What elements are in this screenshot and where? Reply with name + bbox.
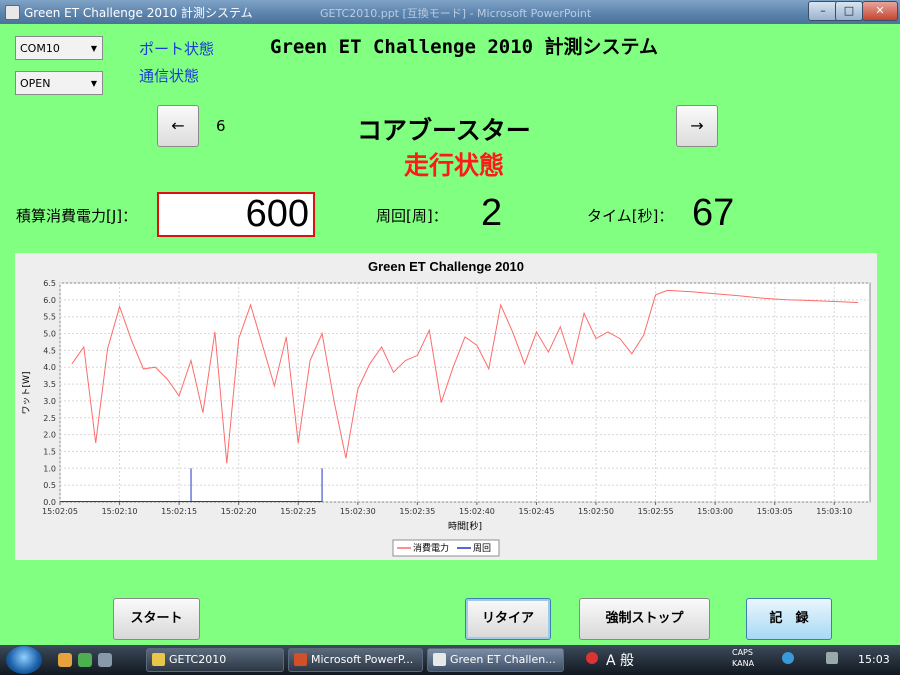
chevron-down-icon: ▼ <box>90 79 97 88</box>
run-state: 走行状態 <box>404 151 505 180</box>
app-icon[interactable] <box>78 653 92 667</box>
y-tick-label: 3.5 <box>43 380 56 389</box>
port-select-value: COM10 <box>20 42 60 55</box>
clock: 15:03 <box>858 653 890 666</box>
prev-team-button[interactable]: ← <box>157 105 199 147</box>
legend-entry: 周回 <box>473 543 491 554</box>
background-window-title: GETC2010.ppt [互換モード] - Microsoft PowerPo… <box>320 7 592 20</box>
y-tick-label: 4.0 <box>43 363 56 372</box>
x-tick-label: 15:03:05 <box>757 507 793 516</box>
y-tick-label: 1.5 <box>43 447 56 456</box>
comm-status-label: 通信状態 <box>139 67 200 85</box>
legend-box <box>392 539 500 557</box>
y-axis-label: ワット[W] <box>22 372 32 415</box>
energy-value: 600 <box>245 193 309 235</box>
next-team-button[interactable]: → <box>676 105 718 147</box>
maximize-button[interactable]: □ <box>835 1 863 21</box>
port-select[interactable]: COM10 ▼ <box>15 36 103 60</box>
y-tick-label: 5.5 <box>43 313 56 322</box>
laps-label: 周回[周]： <box>376 207 448 225</box>
comm-select-value: OPEN <box>20 77 51 90</box>
x-tick-label: 15:02:35 <box>399 507 435 516</box>
task-label: Green ET Challen... <box>450 653 556 666</box>
browser-icon[interactable] <box>58 653 72 667</box>
app-window: Green ET Challenge 2010 計測システム GETC2010.… <box>0 0 900 645</box>
y-tick-label: 0.5 <box>43 481 56 490</box>
desktop-icon[interactable] <box>98 653 112 667</box>
ime-mode[interactable]: A 般 <box>606 653 635 669</box>
y-tick-label: 1.0 <box>43 464 56 473</box>
java-app-icon <box>433 653 446 666</box>
x-tick-label: 15:02:30 <box>340 507 376 516</box>
y-tick-label: 6.0 <box>43 296 56 305</box>
chart-title: Green ET Challenge 2010 <box>368 259 524 274</box>
app-title: Green ET Challenge 2010 計測システム <box>270 36 658 58</box>
retire-button[interactable]: リタイア <box>465 598 551 640</box>
record-button[interactable]: 記 録 <box>746 598 832 640</box>
x-tick-label: 15:02:10 <box>102 507 138 516</box>
start-orb-icon[interactable] <box>6 646 42 674</box>
x-tick-label: 15:02:40 <box>459 507 495 516</box>
kana-indicator: KANA <box>732 659 755 668</box>
power-chart: 0.0 0.5 1.0 1.5 2.0 2.5 3.0 3.5 4.0 4.5 5.0 5.5 6.0 6… <box>15 253 877 560</box>
taskbar: GETC2010 Microsoft PowerP... Green ET Ch… <box>0 645 900 675</box>
task-label: Microsoft PowerP... <box>311 653 414 666</box>
task-green-et[interactable]: Green ET Challen... <box>427 648 564 672</box>
team-name: コアブースター <box>357 116 531 145</box>
series-1-line <box>71 289 859 464</box>
network-icon[interactable] <box>782 652 794 664</box>
window-title: Green ET Challenge 2010 計測システム <box>24 6 253 20</box>
x-tick-label: 15:02:05 <box>42 507 78 516</box>
caps-indicator: CAPS <box>732 648 753 657</box>
y-tick-label: 2.5 <box>43 414 56 423</box>
x-tick-label: 15:02:25 <box>280 507 316 516</box>
volume-icon[interactable] <box>826 652 838 664</box>
folder-icon <box>152 653 165 666</box>
x-tick-label: 15:02:55 <box>638 507 674 516</box>
comm-select[interactable]: OPEN ▼ <box>15 71 103 95</box>
x-tick-label: 15:02:20 <box>221 507 257 516</box>
title-bar[interactable]: Green ET Challenge 2010 計測システム GETC2010.… <box>0 0 900 24</box>
plot-area <box>59 282 871 503</box>
x-tick-label: 15:03:10 <box>816 507 852 516</box>
y-tick-label: 0.0 <box>43 498 56 507</box>
minimize-button[interactable]: – <box>808 1 838 21</box>
close-button[interactable]: ✕ <box>862 1 898 21</box>
x-tick-label: 15:02:50 <box>578 507 614 516</box>
task-powerpoint[interactable]: Microsoft PowerP... <box>288 648 423 672</box>
y-tick-label: 3.0 <box>43 397 56 406</box>
start-button[interactable]: スタート <box>113 598 200 640</box>
y-tick-label: 2.0 <box>43 431 56 440</box>
java-app-icon <box>5 5 20 20</box>
y-tick-label: 5.0 <box>43 330 56 339</box>
time-label: タイム[秒]： <box>587 207 674 225</box>
x-axis-label: 時間[秒] <box>448 520 482 532</box>
x-tick-label: 15:03:00 <box>697 507 733 516</box>
laps-value: 2 <box>481 192 503 234</box>
ime-icon[interactable] <box>586 652 598 664</box>
y-tick-label: 4.5 <box>43 346 56 355</box>
energy-display: 600 <box>157 192 315 237</box>
x-tick-label: 15:02:15 <box>161 507 197 516</box>
legend-entry: 消費電力 <box>413 542 449 554</box>
port-status-label: ポート状態 <box>139 40 215 58</box>
chevron-down-icon: ▼ <box>90 44 97 53</box>
energy-label: 積算消費電力[J]： <box>16 207 138 225</box>
force-stop-button[interactable]: 強制ストップ <box>579 598 710 640</box>
power-chart-svg: 0.0 0.5 1.0 1.5 2.0 2.5 3.0 3.5 4.0 4.5 5.0 5.5 6.0 6… <box>22 259 871 557</box>
x-tick-label: 15:02:45 <box>519 507 555 516</box>
y-tick-label: 6.5 <box>43 279 56 288</box>
task-label: GETC2010 <box>169 653 227 666</box>
team-index: 6 <box>216 117 226 135</box>
task-getc2010[interactable]: GETC2010 <box>146 648 284 672</box>
time-value: 67 <box>692 192 735 234</box>
powerpoint-icon <box>294 653 307 666</box>
